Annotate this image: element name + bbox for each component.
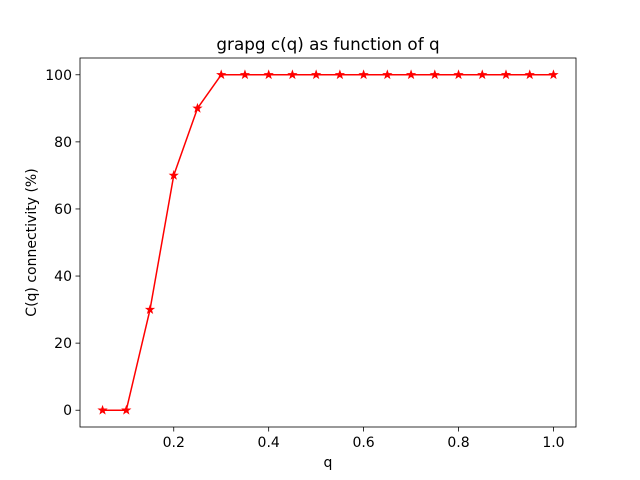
data-point-star — [216, 69, 227, 80]
chart-title: grapg c(q) as function of q — [216, 34, 439, 54]
data-point-star — [192, 102, 203, 113]
y-tick-label: 40 — [54, 269, 72, 285]
y-axis: 0 20 40 60 80 100 — [45, 68, 80, 419]
y-tick-label: 100 — [45, 68, 72, 84]
x-axis: 0.2 0.4 0.6 0.8 1.0 — [163, 427, 565, 451]
y-axis-label: C(q) connectivity (%) — [24, 168, 40, 316]
data-point-star — [263, 69, 274, 80]
data-point-star — [453, 69, 464, 80]
data-point-star — [334, 69, 346, 80]
axes-frame — [79, 57, 577, 428]
x-tick-label: 0.6 — [352, 435, 374, 451]
x-tick-label: 1.0 — [542, 435, 564, 451]
y-tick-label: 60 — [54, 202, 72, 218]
series-line — [102, 74, 554, 411]
data-point-star — [500, 69, 512, 80]
series-layer — [97, 69, 559, 415]
y-tick-label: 20 — [54, 336, 72, 352]
data-point-star — [287, 69, 298, 80]
data-point-star — [144, 304, 156, 314]
x-tick-label: 0.4 — [258, 435, 280, 451]
data-point-star — [358, 69, 369, 80]
data-point-star — [405, 69, 417, 80]
data-point-star — [97, 404, 108, 415]
data-point-star — [524, 69, 535, 80]
data-point-star — [239, 69, 251, 80]
x-tick-label: 0.2 — [163, 435, 185, 451]
data-point-star — [382, 69, 393, 80]
data-point-star — [477, 69, 488, 80]
data-point-star — [429, 69, 440, 80]
data-point-star — [310, 69, 322, 80]
data-point-star — [121, 404, 132, 415]
y-tick-label: 80 — [54, 135, 72, 151]
x-axis-label: q — [324, 455, 333, 471]
data-point-star — [548, 69, 559, 80]
y-tick-label: 0 — [63, 403, 72, 419]
plot-area: 0.2 0.4 0.6 0.8 1.0 0 20 40 60 80 100 — [45, 57, 577, 451]
x-tick-label: 0.8 — [447, 435, 469, 451]
data-point-star — [168, 170, 179, 180]
